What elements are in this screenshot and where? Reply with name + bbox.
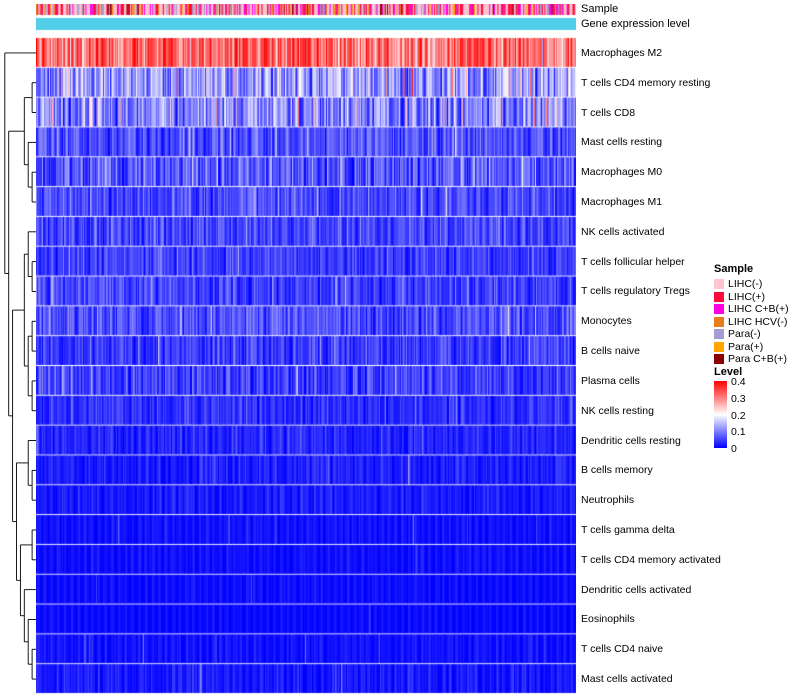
row-label: B cells memory xyxy=(581,464,653,477)
legend-swatch xyxy=(714,354,724,365)
legend-entry-label: Para(+) xyxy=(728,340,764,353)
row-label: T cells CD8 xyxy=(581,106,636,119)
legend-swatch xyxy=(714,316,724,327)
level-tick-label: 0.1 xyxy=(731,426,746,439)
legend-entry-label: LIHC(-) xyxy=(728,278,763,291)
legend-entry: Para C+B(+) xyxy=(714,353,789,366)
level-gradient-bar xyxy=(714,381,727,448)
row-label: T cells regulatory Tregs xyxy=(581,285,690,298)
legend-entry: LIHC C+B(+) xyxy=(714,303,789,316)
row-label: Macrophages M2 xyxy=(581,46,663,59)
row-label: Dendritic cells activated xyxy=(581,583,692,596)
legend-entry-label: LIHC HCV(-) xyxy=(728,315,788,328)
legend-swatch xyxy=(714,291,724,302)
legend-swatch xyxy=(714,341,724,352)
row-label: B cells naive xyxy=(581,345,640,358)
row-label: Mast cells activated xyxy=(581,673,673,686)
level-tick-label: 0.3 xyxy=(731,392,746,405)
row-label: Macrophages M1 xyxy=(581,196,663,208)
legend-entry-label: LIHC(+) xyxy=(728,290,766,303)
legend-entry: LIHC(+) xyxy=(714,291,789,304)
row-label: Mast cells resting xyxy=(581,136,663,149)
level-tick-label: 0.2 xyxy=(731,409,746,422)
legend-entry: Para(+) xyxy=(714,341,789,354)
level-tick-label: 0 xyxy=(731,443,737,455)
row-label: Macrophages M0 xyxy=(581,166,663,179)
legend-swatch xyxy=(714,304,724,315)
row-label: Monocytes xyxy=(581,315,632,328)
row-label: Dendritic cells resting xyxy=(581,434,681,447)
row-label: T cells CD4 memory resting xyxy=(581,76,711,89)
legend-entry-label: LIHC C+B(+) xyxy=(728,303,789,316)
level-legend: Level 0.4 0.3 0.2 0.1 0 xyxy=(714,366,746,455)
legend-entry-label: Para C+B(+) xyxy=(728,353,787,366)
row-label: NK cells activated xyxy=(581,225,665,238)
level-legend-title: Level xyxy=(714,366,743,378)
level-tick-label: 0.4 xyxy=(731,376,746,388)
row-label: T cells follicular helper xyxy=(581,255,685,268)
row-label: T cells CD4 naive xyxy=(581,643,664,656)
row-dendrogram xyxy=(4,52,36,680)
annotation-label-sample: Sample xyxy=(581,3,619,15)
sample-legend-entries: LIHC(-) LIHC(+) LIHC C+B(+) LIHC HCV(-) Para… xyxy=(714,278,789,366)
row-label: Eosinophils xyxy=(581,613,635,626)
heatmap-canvas xyxy=(36,4,576,694)
legend-swatch xyxy=(714,329,724,340)
row-label: Plasma cells xyxy=(581,374,640,387)
sample-legend: Sample LIHC(-) LIHC(+) LIHC C+B(+) LIHC HCV… xyxy=(714,263,789,366)
row-label: T cells CD4 memory activated xyxy=(581,553,721,566)
row-label: NK cells resting xyxy=(581,404,654,417)
legend-entry: LIHC(-) xyxy=(714,278,789,291)
sample-legend-title: Sample xyxy=(714,263,754,275)
legend-swatch xyxy=(714,279,724,290)
legend-entry: LIHC HCV(-) xyxy=(714,316,789,329)
legend-entry-label: Para(-) xyxy=(728,328,761,341)
row-label: T cells gamma delta xyxy=(581,524,675,536)
annotation-label-gene-expression: Gene expression level xyxy=(581,18,690,30)
row-label: Neutrophils xyxy=(581,494,635,507)
legend-entry: Para(-) xyxy=(714,328,789,341)
